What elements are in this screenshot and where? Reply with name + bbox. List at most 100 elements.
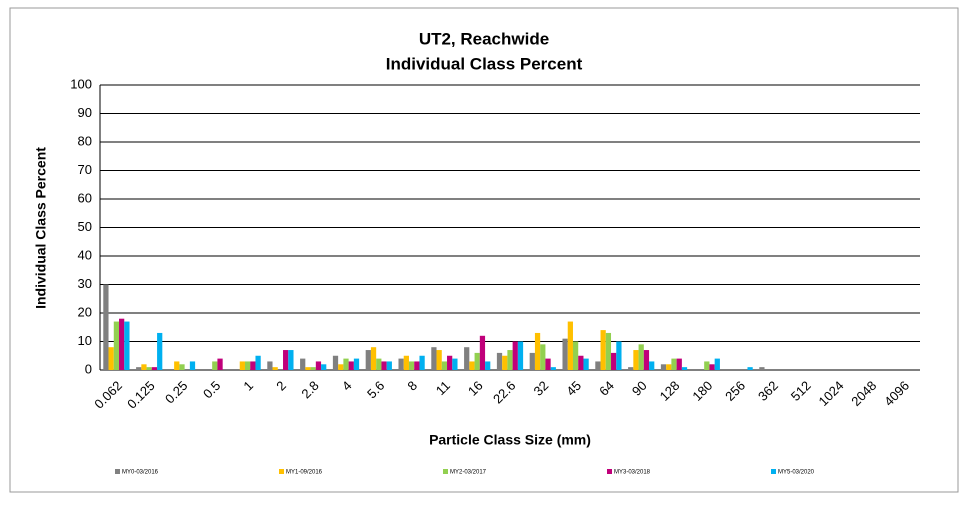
y-tick-label: 40 bbox=[78, 247, 92, 262]
y-tick-label: 100 bbox=[70, 76, 92, 91]
bar bbox=[300, 358, 306, 370]
legend-swatch bbox=[607, 469, 612, 474]
legend-label: MY0-03/2016 bbox=[122, 470, 159, 476]
legend-label: MY5-03/2020 bbox=[778, 470, 815, 476]
bar bbox=[414, 361, 420, 370]
bar bbox=[562, 338, 568, 370]
bar bbox=[649, 361, 655, 370]
bar bbox=[709, 364, 715, 370]
bar bbox=[578, 355, 584, 370]
y-tick-label: 50 bbox=[78, 219, 92, 234]
bar bbox=[502, 355, 508, 370]
y-tick-label: 70 bbox=[78, 162, 92, 177]
bar bbox=[474, 352, 480, 370]
y-tick-label: 80 bbox=[78, 133, 92, 148]
y-tick-label: 10 bbox=[78, 333, 92, 348]
bar bbox=[431, 347, 437, 370]
bar bbox=[759, 367, 765, 370]
bar bbox=[681, 367, 688, 370]
bar bbox=[452, 358, 458, 370]
bar bbox=[370, 347, 377, 370]
bar bbox=[157, 332, 163, 370]
bar bbox=[255, 355, 261, 370]
bar bbox=[141, 364, 147, 370]
bar bbox=[381, 361, 387, 370]
bar bbox=[441, 361, 448, 370]
bar bbox=[250, 361, 256, 370]
bar bbox=[517, 341, 524, 370]
chart-title: UT2, Reachwide bbox=[419, 29, 549, 48]
bar bbox=[174, 361, 180, 370]
bar bbox=[747, 367, 753, 370]
bar bbox=[616, 341, 622, 370]
bar bbox=[310, 367, 316, 370]
bar bbox=[343, 358, 349, 370]
bar bbox=[353, 358, 360, 370]
bar bbox=[572, 341, 579, 370]
bar bbox=[189, 361, 196, 370]
bar bbox=[113, 321, 120, 370]
legend-label: MY2-03/2017 bbox=[450, 470, 487, 476]
bar bbox=[583, 358, 589, 370]
bar bbox=[315, 361, 322, 370]
legend-label: MY3-03/2018 bbox=[614, 470, 651, 476]
bar bbox=[419, 355, 425, 370]
bar bbox=[151, 367, 158, 370]
bar bbox=[529, 352, 535, 370]
bar bbox=[464, 347, 470, 370]
bar bbox=[666, 364, 672, 370]
bar bbox=[321, 364, 327, 370]
bar bbox=[507, 350, 513, 370]
legend-swatch bbox=[771, 469, 776, 474]
bar bbox=[338, 364, 344, 370]
chart-subtitle: Individual Class Percent bbox=[386, 54, 583, 73]
bar bbox=[605, 332, 612, 370]
legend-swatch bbox=[115, 469, 120, 474]
bar bbox=[403, 355, 409, 370]
bar bbox=[103, 284, 109, 370]
bar bbox=[146, 367, 152, 370]
bar bbox=[540, 344, 546, 370]
bar bbox=[469, 361, 475, 370]
bar bbox=[332, 355, 339, 370]
bar bbox=[600, 330, 606, 370]
bar bbox=[108, 347, 114, 370]
bar bbox=[244, 361, 251, 370]
bar bbox=[628, 367, 634, 370]
x-axis-label: Particle Class Size (mm) bbox=[429, 432, 591, 448]
bar bbox=[272, 367, 278, 370]
bar bbox=[386, 361, 392, 370]
bar bbox=[267, 361, 273, 370]
bar bbox=[447, 355, 453, 370]
bar bbox=[704, 361, 710, 370]
bar bbox=[567, 321, 573, 370]
bar bbox=[595, 361, 601, 370]
bar bbox=[348, 361, 354, 370]
bar bbox=[545, 358, 551, 370]
bar bbox=[660, 364, 667, 370]
bar bbox=[671, 358, 677, 370]
bar bbox=[288, 350, 294, 370]
bar bbox=[496, 352, 503, 370]
bar bbox=[119, 318, 125, 370]
bar bbox=[550, 367, 556, 370]
bar bbox=[365, 350, 371, 370]
bar bbox=[512, 341, 518, 370]
y-axis-label: Individual Class Percent bbox=[33, 147, 49, 309]
bar bbox=[124, 321, 130, 370]
legend-swatch bbox=[279, 469, 284, 474]
y-tick-label: 20 bbox=[78, 304, 92, 319]
y-tick-label: 30 bbox=[78, 276, 92, 291]
y-tick-label: 60 bbox=[78, 190, 92, 205]
bar bbox=[376, 358, 382, 370]
bar bbox=[643, 350, 650, 370]
bar bbox=[408, 361, 415, 370]
bar bbox=[676, 358, 682, 370]
bar bbox=[479, 335, 486, 370]
y-tick-label: 90 bbox=[78, 105, 92, 120]
legend-label: MY1-09/2016 bbox=[286, 470, 323, 476]
bar bbox=[485, 361, 491, 370]
bar bbox=[611, 352, 617, 370]
y-tick-label: 0 bbox=[85, 361, 92, 376]
